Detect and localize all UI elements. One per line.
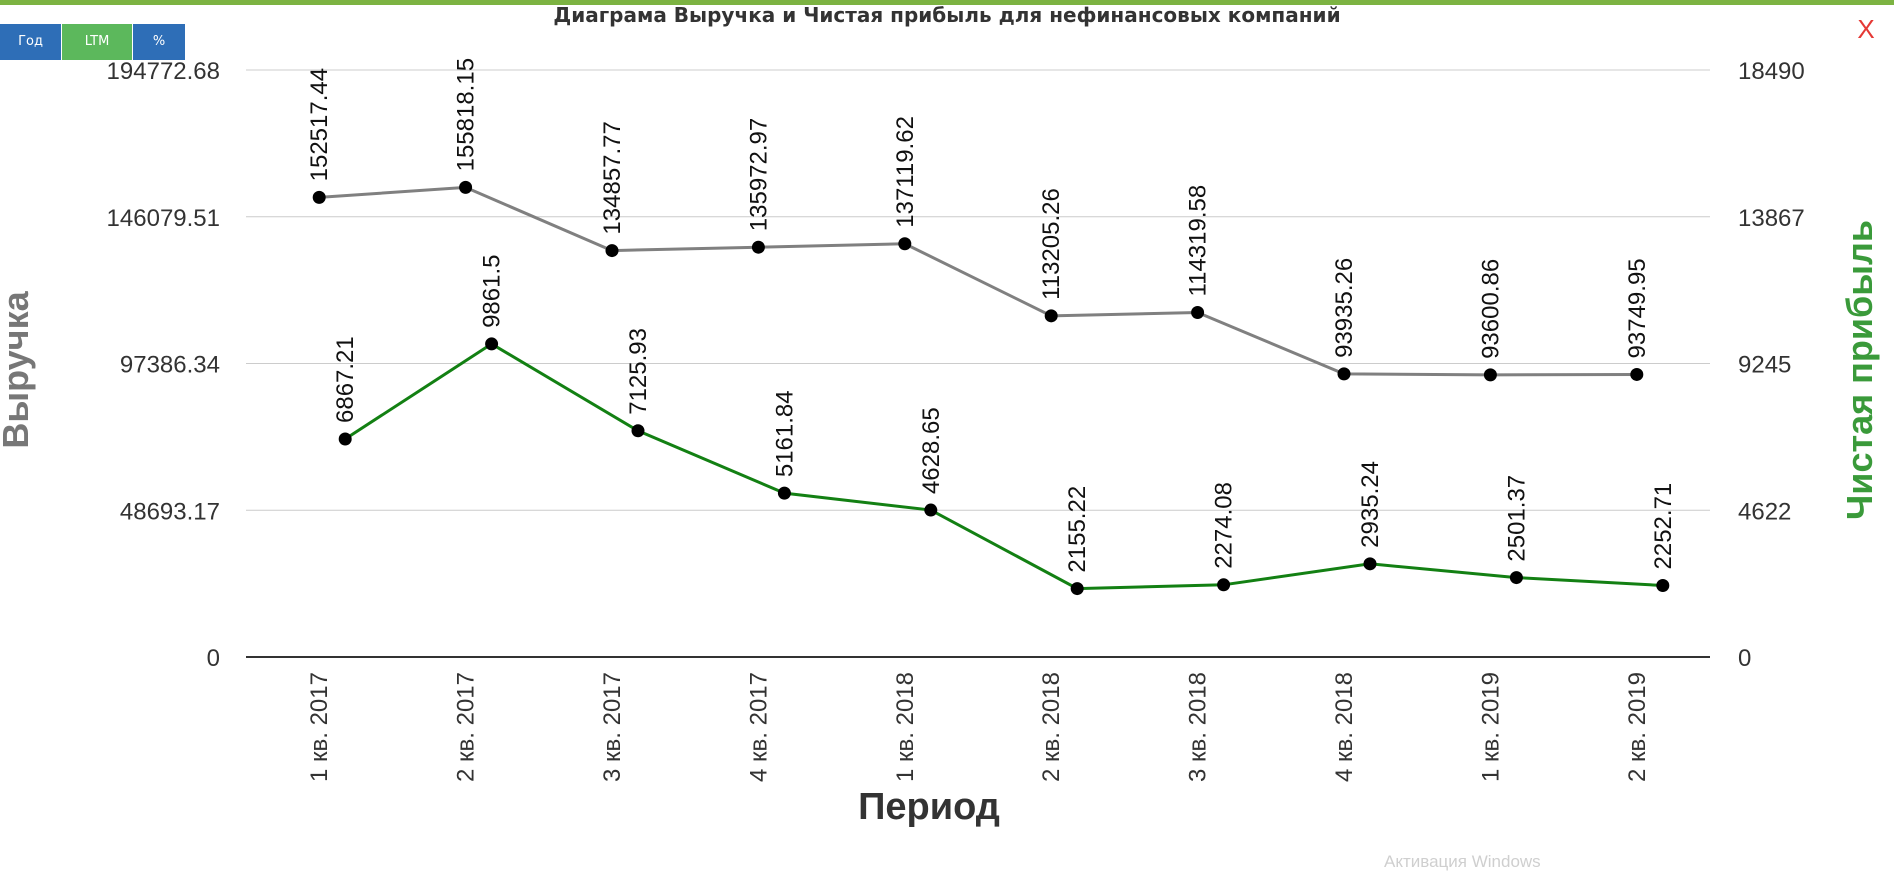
x-tick-label: 4 кв. 2017 xyxy=(745,672,772,782)
net-profit-data-label: 2501.37 xyxy=(1503,475,1530,562)
x-tick-label: 3 кв. 2018 xyxy=(1185,672,1212,782)
revenue-point xyxy=(1337,367,1351,381)
revenue-point xyxy=(459,180,473,194)
net-profit-point xyxy=(1363,557,1377,571)
x-tick-label: 3 кв. 2017 xyxy=(599,672,626,782)
net-profit-line xyxy=(344,342,1663,591)
net-profit-point xyxy=(777,486,791,500)
revenue-point xyxy=(1630,367,1644,381)
revenue-data-label: 93935.26 xyxy=(1331,258,1358,358)
right-tick-label: 4622 xyxy=(1738,498,1791,525)
net-profit-point xyxy=(631,424,645,438)
x-tick-label: 2 кв. 2019 xyxy=(1624,672,1651,782)
series-points xyxy=(312,180,1670,596)
revenue-point xyxy=(898,237,912,251)
percent-button[interactable]: % xyxy=(133,24,186,60)
x-tick-label: 1 кв. 2019 xyxy=(1477,672,1504,782)
right-tick-label: 18490 xyxy=(1738,58,1805,85)
revenue-data-label: 135972.97 xyxy=(745,118,772,231)
left-tick-label: 0 xyxy=(207,645,220,672)
revenue-data-label: 114319.58 xyxy=(1185,185,1212,297)
x-axis-label: Период xyxy=(858,786,1000,828)
net-profit-data-label: 7125.93 xyxy=(625,328,652,415)
revenue-point xyxy=(1483,368,1497,382)
x-tick-label: 2 кв. 2018 xyxy=(1038,672,1065,782)
revenue-data-label: 137119.62 xyxy=(892,116,919,228)
revenue-point xyxy=(1044,309,1058,323)
left-tick-label: 146079.51 xyxy=(107,205,220,232)
period-toolbar: Год LTM % xyxy=(0,24,186,60)
net-profit-data-label: 6867.21 xyxy=(332,336,359,423)
left-axis-ticks: 0 48693.17 97386.34 146079.51 194772.68 xyxy=(107,58,220,672)
revenue-data-label: 152517.44 xyxy=(306,68,333,181)
net-profit-data-label: 2935.24 xyxy=(1357,461,1384,548)
revenue-data-label: 155818.15 xyxy=(453,58,480,171)
net-profit-data-label: 4628.65 xyxy=(918,407,945,494)
net-profit-point xyxy=(1217,578,1231,592)
year-button[interactable]: Год xyxy=(0,24,62,60)
revenue-line xyxy=(319,185,1637,377)
x-axis-ticks: 1 кв. 2017 2 кв. 2017 3 кв. 2017 4 кв. 2017… xyxy=(306,672,1651,782)
right-tick-label: 9245 xyxy=(1738,352,1791,379)
revenue-data-label: 93600.86 xyxy=(1477,259,1504,359)
right-axis-ticks: 0 4622 9245 13867 18490 xyxy=(1738,58,1805,672)
revenue-data-label: 113205.26 xyxy=(1038,188,1065,300)
top-accent-bar xyxy=(0,0,1894,5)
net-profit-point xyxy=(1070,582,1084,596)
left-tick-label: 97386.34 xyxy=(120,352,220,379)
net-profit-point xyxy=(338,432,352,446)
close-icon[interactable]: X xyxy=(1857,14,1875,44)
revenue-point xyxy=(605,244,619,258)
revenue-point xyxy=(1191,305,1205,319)
series-lines xyxy=(319,185,1663,591)
net-profit-point xyxy=(1509,571,1523,585)
net-profit-data-label: 2155.22 xyxy=(1064,486,1091,573)
net-profit-data-label: 9861.5 xyxy=(479,255,506,328)
net-profit-data-label: 2274.08 xyxy=(1211,482,1238,569)
left-tick-label: 48693.17 xyxy=(120,498,220,525)
net-profit-point xyxy=(924,503,938,517)
revenue-data-label: 93749.95 xyxy=(1624,258,1651,358)
net-profit-point xyxy=(485,337,499,351)
right-tick-label: 13867 xyxy=(1738,205,1805,232)
net-profit-data-label: 5161.84 xyxy=(771,390,798,477)
windows-activation-watermark: Активация Windows xyxy=(1384,852,1541,871)
ltm-button[interactable]: LTM xyxy=(62,24,133,60)
net-profit-data-label: 2252.71 xyxy=(1650,483,1677,570)
data-labels: 152517.44 155818.15 134857.77 135972.97 1371… xyxy=(306,58,1677,573)
y-axis-left-label: Выручка xyxy=(0,290,36,448)
right-tick-label: 0 xyxy=(1738,645,1751,672)
x-tick-label: 2 кв. 2017 xyxy=(453,672,480,782)
chart-title: Диаграма Выручка и Чистая прибыль для не… xyxy=(553,3,1341,27)
y-axis-right-label: Чистая прибыль xyxy=(1839,220,1880,520)
x-tick-label: 4 кв. 2018 xyxy=(1331,672,1358,782)
x-tick-label: 1 кв. 2017 xyxy=(306,672,333,782)
grid-lines xyxy=(246,69,1710,658)
net-profit-point xyxy=(1656,578,1670,592)
x-tick-label: 1 кв. 2018 xyxy=(892,672,919,782)
revenue-point xyxy=(312,190,326,204)
left-tick-label: 194772.68 xyxy=(107,58,220,85)
revenue-point xyxy=(751,240,765,254)
revenue-data-label: 134857.77 xyxy=(599,121,626,234)
